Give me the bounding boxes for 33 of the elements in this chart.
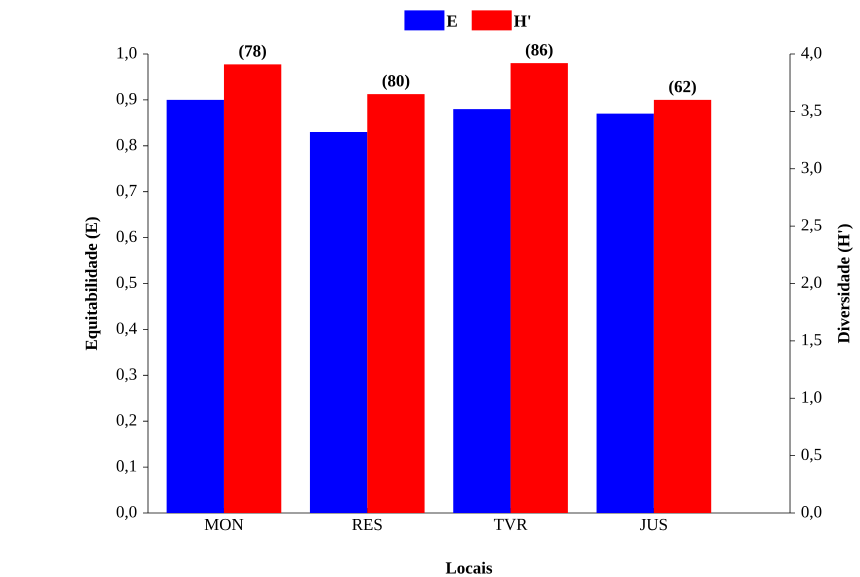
- y2-tick-label: 1,5: [802, 334, 822, 348]
- x-axis-title: Locais: [446, 562, 492, 574]
- y-tick-label: 0,5: [116, 276, 136, 290]
- y-tick-label: 0,4: [116, 322, 137, 336]
- y2-tick-label: 0,0: [802, 506, 822, 520]
- y2-tick-label: 3,5: [802, 104, 822, 118]
- legend-label: H': [514, 16, 530, 27]
- y-tick-label: 0,9: [116, 92, 136, 107]
- x-tick-label: JUS: [640, 518, 667, 530]
- x-tick-label: RES: [352, 518, 382, 530]
- y-tick-label: 0,1: [116, 460, 136, 474]
- x-tick-label: TVR: [494, 518, 528, 530]
- y-tick-label: 0,0: [116, 506, 137, 520]
- y2-tick-label: 0,5: [802, 448, 822, 463]
- annotation: (62): [669, 80, 696, 96]
- legend-label: E: [446, 16, 457, 27]
- y-tick-label: 0,3: [116, 368, 136, 382]
- y-axis-title: Equitabilidade (E): [85, 217, 100, 350]
- y-tick-label: 0,8: [116, 138, 137, 153]
- y2-tick-label: 2,0: [802, 276, 822, 290]
- y-tick-label: 1,0: [117, 47, 137, 61]
- annotation: (86): [526, 44, 553, 59]
- y2-tick-label: 3,0: [802, 162, 822, 176]
- y-tick-label: 0,2: [116, 414, 136, 428]
- annotation: (80): [382, 74, 410, 90]
- y2-axis-title: Diversidade (H'): [838, 224, 853, 344]
- x-tick-label: MON: [204, 518, 244, 530]
- y2-tick-label: 4,0: [801, 47, 822, 61]
- annotation: (78): [239, 44, 266, 60]
- y-tick-label: 0,7: [116, 184, 137, 199]
- y2-tick-label: 2,5: [802, 219, 822, 234]
- y-tick-label: 0,6: [116, 230, 137, 245]
- y2-tick-label: 1,0: [802, 391, 822, 406]
